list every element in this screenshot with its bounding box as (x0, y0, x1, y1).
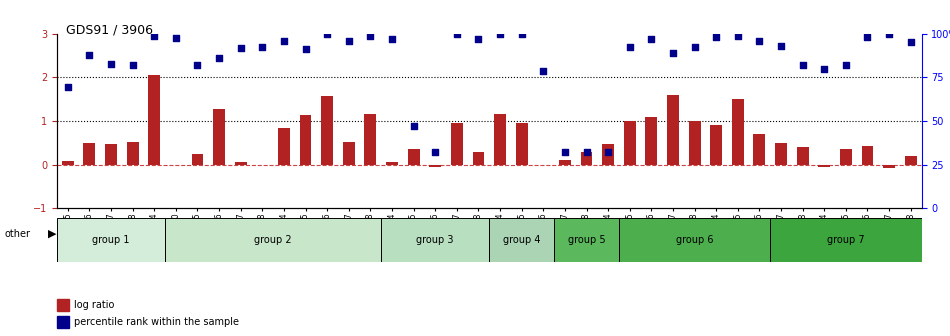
Bar (343, 142, 354, 165)
Bar (624, 121, 636, 165)
Point (731, 33, 746, 39)
Bar (645, 118, 657, 165)
Point (709, 34, 724, 40)
Bar (667, 95, 679, 165)
Text: group 7: group 7 (827, 235, 865, 245)
Point (341, 39, 356, 44)
Text: group 5: group 5 (568, 235, 605, 245)
Text: group 6: group 6 (675, 235, 713, 245)
Point (168, 35, 183, 41)
Point (817, 67, 832, 72)
Point (298, 46, 314, 51)
FancyBboxPatch shape (489, 218, 554, 262)
Text: group 4: group 4 (503, 235, 541, 245)
FancyBboxPatch shape (381, 218, 489, 262)
Text: percentile rank within the sample: percentile rank within the sample (74, 317, 238, 327)
FancyBboxPatch shape (770, 218, 922, 262)
Point (60, 84, 75, 90)
Point (514, 31, 529, 36)
Point (190, 63, 205, 68)
Bar (192, 154, 203, 165)
Bar (602, 144, 614, 165)
Bar (884, 165, 895, 168)
Point (428, 149, 443, 154)
Bar (775, 143, 787, 165)
Point (622, 44, 637, 49)
Point (751, 38, 767, 44)
Text: group 1: group 1 (92, 235, 130, 245)
Bar (278, 128, 290, 165)
Bar (386, 162, 398, 165)
Point (212, 56, 227, 61)
Bar (126, 142, 139, 165)
Point (903, 40, 919, 45)
Text: log ratio: log ratio (74, 300, 114, 310)
Point (492, 31, 507, 36)
Bar (299, 115, 312, 165)
Point (255, 44, 270, 49)
Point (687, 44, 702, 49)
Bar (559, 160, 571, 165)
Point (579, 149, 594, 154)
Bar (732, 99, 744, 165)
Bar (472, 152, 484, 165)
Point (882, 31, 897, 36)
Point (104, 61, 119, 67)
Text: ▶: ▶ (48, 228, 56, 239)
Point (385, 36, 400, 42)
Bar (494, 114, 506, 165)
Point (82, 53, 97, 58)
Bar (105, 144, 117, 165)
FancyBboxPatch shape (165, 218, 381, 262)
Point (276, 39, 292, 44)
Bar (213, 109, 225, 165)
Bar (148, 75, 161, 165)
FancyBboxPatch shape (619, 218, 770, 262)
Bar (904, 156, 917, 165)
Point (146, 33, 162, 39)
Point (665, 50, 680, 56)
Point (860, 34, 875, 40)
Point (838, 62, 853, 68)
Point (449, 32, 465, 37)
Bar (57, 299, 68, 311)
Bar (62, 161, 74, 165)
Point (644, 36, 659, 42)
Point (406, 124, 421, 129)
Bar (429, 165, 441, 167)
Bar (797, 147, 808, 165)
Point (363, 33, 378, 39)
Bar (84, 143, 95, 165)
Point (795, 63, 810, 68)
Bar (689, 121, 700, 165)
FancyBboxPatch shape (554, 218, 619, 262)
Bar (818, 165, 830, 167)
Point (233, 45, 248, 50)
FancyBboxPatch shape (57, 218, 165, 262)
Point (536, 68, 551, 73)
Point (319, 32, 334, 37)
Point (600, 149, 616, 154)
Bar (451, 123, 463, 165)
Bar (580, 152, 593, 165)
Bar (57, 316, 68, 328)
Bar (365, 114, 376, 165)
Point (558, 149, 573, 154)
Point (125, 63, 141, 68)
Text: other: other (5, 228, 30, 239)
Bar (321, 96, 333, 165)
Bar (516, 123, 527, 165)
Bar (840, 149, 852, 165)
Text: GDS91 / 3906: GDS91 / 3906 (66, 24, 154, 37)
Bar (711, 125, 722, 165)
Bar (235, 162, 247, 165)
Bar (862, 146, 873, 165)
Point (471, 36, 486, 42)
Bar (753, 134, 766, 165)
Text: group 3: group 3 (416, 235, 454, 245)
Bar (408, 149, 420, 165)
Point (773, 43, 788, 48)
Text: group 2: group 2 (255, 235, 292, 245)
